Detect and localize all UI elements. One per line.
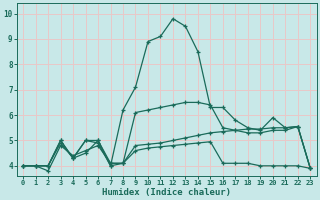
X-axis label: Humidex (Indice chaleur): Humidex (Indice chaleur): [102, 188, 231, 197]
